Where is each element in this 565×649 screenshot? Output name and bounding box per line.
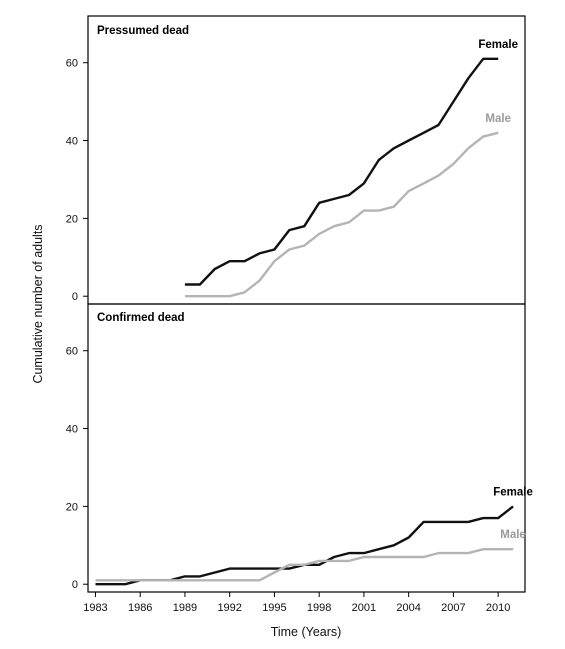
series-line-male-panel-2 xyxy=(95,548,514,582)
y-tick-label: 40 xyxy=(66,424,78,436)
x-tick-label: 1995 xyxy=(262,602,286,614)
x-tick-label: 1986 xyxy=(128,602,152,614)
top-panel-frame xyxy=(87,15,526,305)
series-group: Female Male Female Male xyxy=(95,39,533,586)
y-tick-label: 60 xyxy=(66,58,78,70)
x-tick-label: 2001 xyxy=(352,602,376,614)
bottom-panel-title: Confirmed dead xyxy=(97,312,185,324)
x-tick-label: 1989 xyxy=(173,602,197,614)
y-axis-title: Cumulative number of adults xyxy=(31,224,45,383)
y-tick-label: 20 xyxy=(66,213,78,225)
x-tick-label: 1983 xyxy=(83,602,107,614)
y-tick-label: 40 xyxy=(66,136,78,148)
series-label-male: Male xyxy=(500,529,526,541)
x-axis-title: Time (Years) xyxy=(271,625,342,639)
y-tick-label: 0 xyxy=(72,291,78,303)
y-tick-label: 60 xyxy=(66,346,78,358)
x-tick-label: 2010 xyxy=(486,602,510,614)
series-label-female: Female xyxy=(478,39,518,51)
axes: 0 20 40 60 0 20 40 60 1983 1986 1989 1992 1995 1998 20… xyxy=(66,58,511,614)
bottom-panel-frame xyxy=(87,303,526,593)
x-tick-label: 1992 xyxy=(217,602,241,614)
x-tick-label: 2004 xyxy=(396,602,420,614)
series-line-female-panel-2 xyxy=(95,505,514,586)
top-panel-title: Pressumed dead xyxy=(97,25,189,37)
x-tick-label: 1998 xyxy=(307,602,331,614)
series-line-male-panel-1 xyxy=(184,131,499,298)
series-label-female: Female xyxy=(493,486,533,498)
series-line-female-panel-1 xyxy=(184,57,499,286)
y-tick-label: 20 xyxy=(66,501,78,513)
series-label-male: Male xyxy=(485,113,511,125)
x-tick-label: 2007 xyxy=(441,602,465,614)
y-tick-label: 0 xyxy=(72,579,78,591)
